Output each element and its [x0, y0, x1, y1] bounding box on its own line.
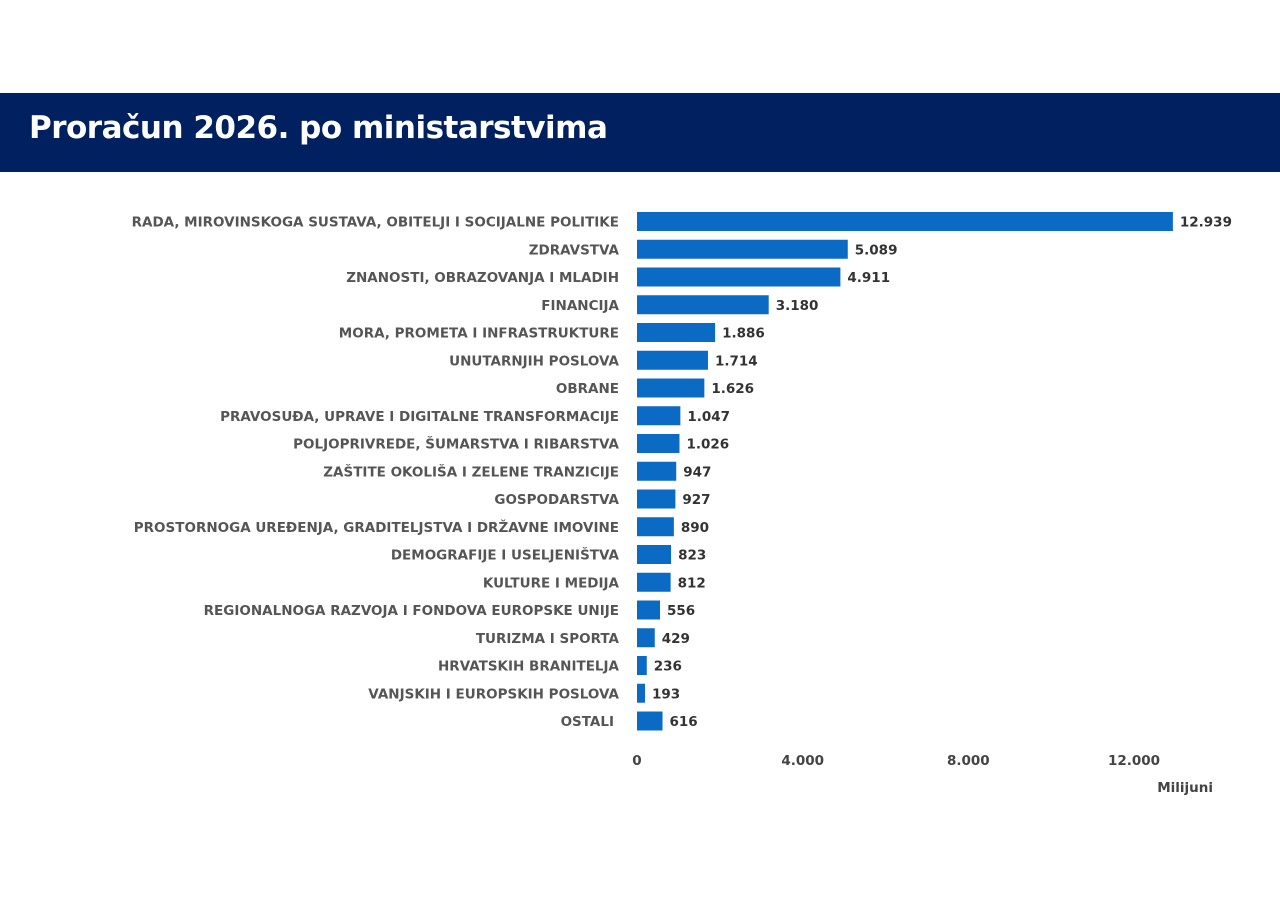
bar: [637, 406, 681, 426]
bar: [637, 212, 1173, 231]
bar: [637, 350, 708, 370]
bar: [637, 461, 677, 481]
x-axis-ticks: 0 4.000 8.000 12.000: [632, 753, 1160, 769]
value-label: 890: [681, 520, 709, 536]
bar: [637, 545, 672, 564]
x-tick-label: 12.000: [1108, 753, 1160, 769]
bar: [637, 572, 671, 592]
value-label: 812: [678, 575, 706, 591]
category-label: PRAVOSUĐA, UPRAVE I DIGITALNE TRANSFORMA…: [220, 409, 619, 425]
value-label: 1.886: [722, 326, 765, 342]
category-label: UNUTARNJIH POSLOVA: [449, 353, 619, 369]
page-title: Proračun 2026. po ministarstvima: [29, 110, 608, 146]
category-label: KULTURE I MEDIJA: [483, 575, 620, 591]
bar: [637, 295, 769, 315]
bar: [637, 628, 655, 648]
value-label: 236: [654, 659, 682, 675]
bar: [637, 323, 716, 342]
value-label: 12.939: [1180, 215, 1232, 231]
category-label: POLJOPRIVREDE, ŠUMARSTVA I RIBARSTVA: [293, 435, 619, 453]
bar: [637, 489, 676, 509]
bar: [637, 517, 674, 537]
bar: [637, 378, 705, 398]
category-label: ZAŠTITE OKOLIŠA I ZELENE TRANZICIJE: [323, 462, 619, 480]
x-tick-label: 8.000: [947, 753, 990, 769]
value-label: 429: [662, 631, 690, 647]
value-label: 947: [683, 464, 711, 480]
category-label: OBRANE: [556, 381, 619, 397]
value-label: 193: [652, 686, 680, 702]
value-label: 1.714: [715, 353, 758, 369]
value-label: 1.047: [687, 409, 730, 425]
category-label: HRVATSKIH BRANITELJA: [438, 659, 620, 675]
bar: [637, 434, 680, 453]
bar: [637, 267, 841, 287]
bar: [637, 711, 663, 731]
bar: [637, 683, 645, 703]
value-label: 927: [682, 492, 710, 508]
title-banner: Proračun 2026. po ministarstvima: [0, 93, 1280, 172]
value-label: 3.180: [776, 298, 819, 314]
value-label: 5.089: [855, 242, 898, 258]
bar: [637, 600, 661, 620]
category-label: PROSTORNOGA UREĐENJA, GRADITELJSTVA I DR…: [134, 519, 619, 536]
category-label: ZDRAVSTVA: [529, 242, 620, 258]
category-label: ZNANOSTI, OBRAZOVANJA I MLADIH: [346, 270, 619, 286]
value-label: 556: [667, 603, 695, 619]
category-label: REGIONALNOGA RAZVOJA I FONDOVA EUROPSKE …: [204, 603, 619, 619]
category-label: GOSPODARSTVA: [494, 492, 619, 508]
category-label: TURIZMA I SPORTA: [476, 631, 620, 647]
value-label: 4.911: [847, 270, 890, 286]
bar: [637, 239, 848, 259]
value-label: 616: [670, 714, 698, 730]
value-labels: 12.939 5.089 4.911 3.180 1.886 1.714 1.626 1.04…: [652, 215, 1232, 731]
x-axis-unit-label: Milijuni: [1157, 780, 1213, 796]
value-label: 1.026: [686, 437, 729, 453]
category-label: FINANCIJA: [541, 298, 619, 314]
category-label: DEMOGRAFIJE I USELJENIŠTVA: [391, 546, 620, 564]
x-tick-label: 4.000: [781, 753, 824, 769]
category-labels: RADA, MIROVINSKOGA SUSTAVA, OBITELJI I S…: [132, 215, 620, 731]
category-label: VANJSKIH I EUROPSKIH POSLOVA: [368, 686, 619, 702]
bar: [637, 656, 647, 675]
x-tick-label: 0: [632, 753, 641, 769]
value-label: 1.626: [711, 381, 754, 397]
category-label: OSTALI: [561, 714, 614, 730]
value-label: 823: [678, 548, 706, 564]
category-label: RADA, MIROVINSKOGA SUSTAVA, OBITELJI I S…: [132, 215, 619, 231]
bars-group: [637, 212, 1173, 731]
category-label: MORA, PROMETA I INFRASTRUKTURE: [339, 326, 619, 342]
